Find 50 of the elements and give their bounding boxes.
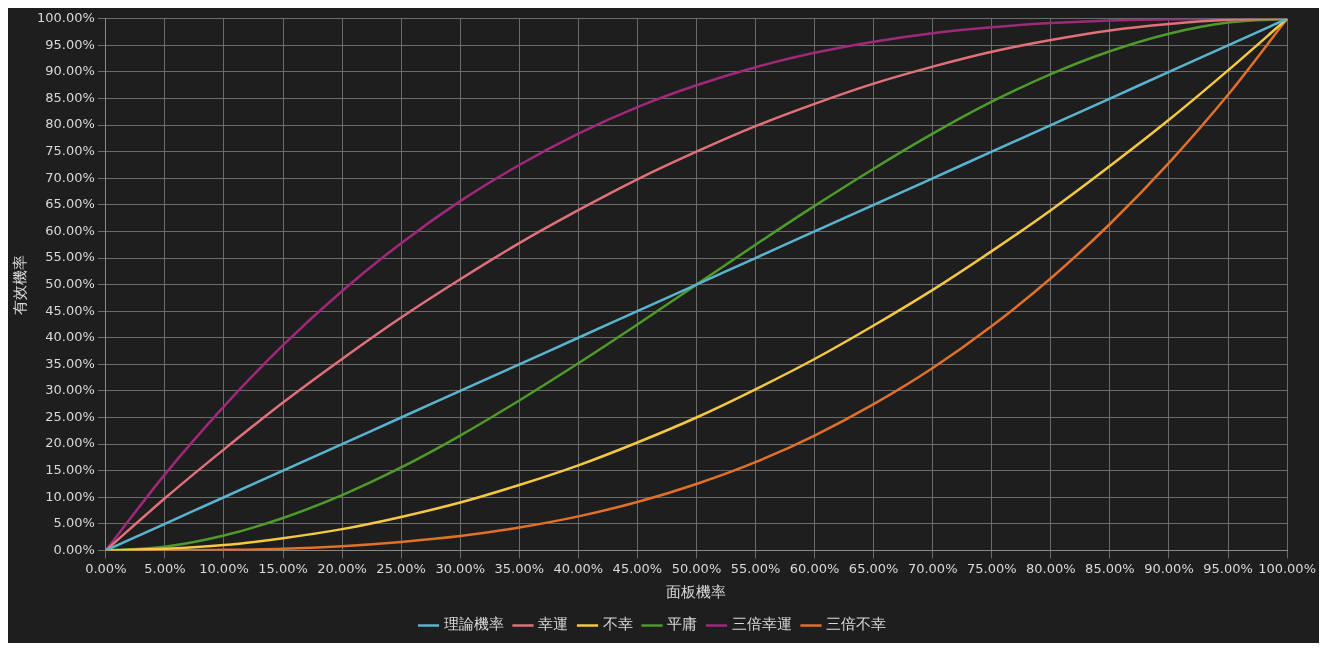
y-tick-label: 40.00% [45, 329, 95, 345]
x-tick-label: 15.00% [258, 560, 308, 576]
legend-label: 不幸 [602, 615, 633, 634]
y-tick-label: 65.00% [45, 196, 95, 212]
y-tick-label: 25.00% [45, 408, 95, 424]
x-tick-label: 60.00% [789, 560, 840, 576]
legend-label: 三倍幸運 [731, 615, 792, 634]
y-tick-label: 85.00% [45, 89, 95, 105]
x-tick-label: 70.00% [907, 560, 958, 576]
x-tick-label: 50.00% [671, 560, 722, 576]
legend-label: 三倍不幸 [826, 615, 886, 634]
x-tick-label: 30.00% [435, 560, 485, 576]
legend-label: 幸運 [538, 615, 568, 634]
y-axis-title: 有效機率 [10, 254, 29, 315]
x-tick-label: 55.00% [730, 560, 781, 576]
x-tick-label: 75.00% [966, 560, 1017, 576]
x-axis-title: 面板機率 [666, 582, 727, 601]
y-tick-label: 60.00% [45, 222, 95, 238]
x-tick-label: 20.00% [317, 560, 367, 576]
y-tick-label: 75.00% [45, 143, 95, 159]
y-tick-label: 50.00% [45, 275, 95, 291]
y-tick-label: 70.00% [45, 169, 95, 185]
y-tick-label: 45.00% [45, 302, 95, 318]
y-tick-label: 30.00% [45, 382, 95, 398]
legend-label: 平庸 [667, 615, 697, 634]
x-tick-label: 80.00% [1026, 560, 1076, 576]
legend-label: 理論機率 [443, 615, 504, 634]
x-tick-label: 35.00% [494, 560, 545, 576]
y-tick-label: 95.00% [45, 36, 95, 52]
x-tick-label: 100.00% [1258, 560, 1316, 576]
y-tick-label: 5.00% [53, 515, 95, 531]
y-tick-label: 20.00% [45, 435, 95, 451]
y-tick-label: 10.00% [45, 488, 95, 504]
x-tick-label: 90.00% [1144, 560, 1194, 576]
x-tick-label: 25.00% [376, 560, 426, 576]
x-tick-label: 65.00% [848, 560, 899, 576]
y-tick-label: 55.00% [45, 249, 95, 265]
y-tick-label: 15.00% [45, 462, 95, 478]
y-tick-label: 35.00% [45, 355, 95, 371]
y-tick-label: 80.00% [45, 116, 95, 132]
y-tick-label: 90.00% [45, 63, 95, 79]
x-tick-label: 10.00% [199, 560, 249, 576]
x-tick-label: 85.00% [1085, 560, 1135, 576]
y-tick-label: 100.00% [37, 10, 95, 26]
x-tick-label: 0.00% [85, 560, 127, 576]
x-tick-label: 45.00% [612, 560, 663, 576]
x-tick-label: 40.00% [553, 560, 604, 576]
x-tick-label: 95.00% [1203, 560, 1253, 576]
x-tick-label: 5.00% [144, 560, 186, 576]
y-tick-label: 0.00% [53, 541, 95, 557]
